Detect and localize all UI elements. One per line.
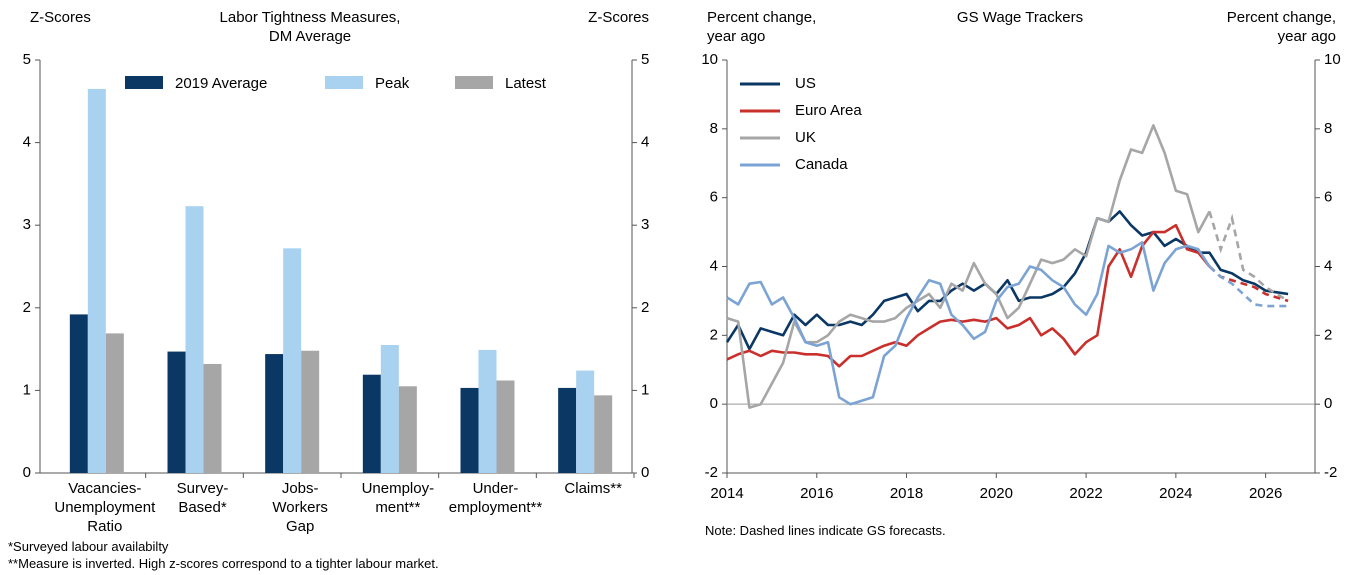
- y-tick-label: 4: [710, 257, 718, 274]
- chart-title: Labor Tightness Measures, DM Average: [219, 9, 401, 45]
- bar: [576, 370, 595, 473]
- forecast-line: [1208, 265, 1289, 303]
- bar: [460, 387, 479, 473]
- bar: [105, 333, 124, 473]
- y2-tick-label: -2: [1324, 464, 1337, 481]
- bar: [478, 349, 497, 473]
- x-tick-label: Unemploy- ment**: [361, 480, 435, 516]
- y2-tick-label: 6: [1324, 189, 1332, 206]
- footnote: **Measure is inverted. High z-scores cor…: [8, 556, 439, 571]
- y2-tick-label: 4: [641, 134, 649, 151]
- bar: [558, 387, 577, 473]
- x-tick-label: 2016: [800, 485, 833, 502]
- bar: [167, 351, 186, 473]
- chart-title: GS Wage Trackers: [956, 9, 1084, 26]
- y-tick-label: -2: [705, 464, 718, 481]
- y2-tick-label: 4: [1324, 257, 1332, 274]
- y2-tick-label: 2: [1324, 326, 1332, 343]
- x-tick-label: Claims**: [564, 480, 622, 497]
- bar: [283, 248, 302, 473]
- y2-tick-label: 1: [641, 381, 649, 398]
- line: [726, 223, 1211, 368]
- y-tick-label: 8: [710, 120, 718, 137]
- bar: [185, 206, 204, 473]
- footnote: Note: Dashed lines indicate GS forecasts…: [705, 523, 946, 538]
- y-tick-label: 0: [23, 464, 31, 481]
- bar: [594, 395, 613, 473]
- footnote: *Surveyed labour availabilty: [8, 539, 169, 554]
- forecast-line: [1208, 265, 1289, 308]
- line: [726, 241, 1211, 406]
- y-tick-label: 10: [701, 51, 718, 68]
- y2-tick-label: 10: [1324, 51, 1341, 68]
- x-tick-label: 2026: [1249, 485, 1282, 502]
- x-tick-label: 2014: [710, 485, 743, 502]
- legend-label: Canada: [795, 156, 848, 173]
- y2-tick-label: 2: [641, 299, 649, 316]
- y-tick-label: 6: [710, 189, 718, 206]
- x-tick-label: 2024: [1159, 485, 1192, 502]
- bar: [301, 350, 320, 473]
- legend-label: 2019 Average: [175, 75, 267, 92]
- bar: [265, 354, 284, 473]
- legend-label: Euro Area: [795, 102, 862, 119]
- y-tick-label: 1: [23, 381, 31, 398]
- legend-label: Latest: [505, 75, 547, 92]
- legend-label: Peak: [375, 75, 410, 92]
- y-tick-label: 0: [710, 395, 718, 412]
- y2-tick-label: 5: [641, 51, 649, 68]
- y-axis-label: Percent change, year ago: [707, 9, 817, 45]
- y-tick-label: 5: [23, 51, 31, 68]
- y2-axis-label: Z-Scores: [588, 9, 649, 26]
- x-tick-label: 2020: [980, 485, 1013, 502]
- x-tick-label: Survey- Based*: [176, 480, 229, 516]
- bar: [398, 386, 417, 473]
- y-tick-label: 2: [710, 326, 718, 343]
- y-tick-label: 2: [23, 299, 31, 316]
- y2-tick-label: 3: [641, 216, 649, 233]
- bar: [87, 88, 106, 473]
- x-tick-label: 2018: [890, 485, 923, 502]
- legend-label: US: [795, 75, 816, 92]
- legend-swatch: [325, 76, 363, 89]
- legend-swatch: [455, 76, 493, 89]
- y2-tick-label: 8: [1324, 120, 1332, 137]
- y-tick-label: 4: [23, 134, 31, 151]
- x-tick-label: Vacancies- Unemployment Ratio: [54, 480, 156, 535]
- y2-tick-label: 0: [641, 464, 649, 481]
- bar: [380, 344, 399, 473]
- legend-swatch: [125, 76, 163, 89]
- forecast-line: [1208, 211, 1289, 303]
- bar: [69, 314, 88, 473]
- x-tick-label: Under- employment**: [448, 480, 543, 516]
- bar: [496, 380, 515, 473]
- x-tick-label: 2022: [1069, 485, 1102, 502]
- y-axis-label: Z-Scores: [30, 9, 91, 26]
- y2-axis-label: Percent change, year ago: [1226, 9, 1336, 45]
- x-tick-label: Jobs- Workers Gap: [272, 480, 328, 535]
- bar: [203, 363, 222, 473]
- y-tick-label: 3: [23, 216, 31, 233]
- y2-tick-label: 0: [1324, 395, 1332, 412]
- bar: [362, 374, 381, 473]
- legend-label: UK: [795, 129, 816, 146]
